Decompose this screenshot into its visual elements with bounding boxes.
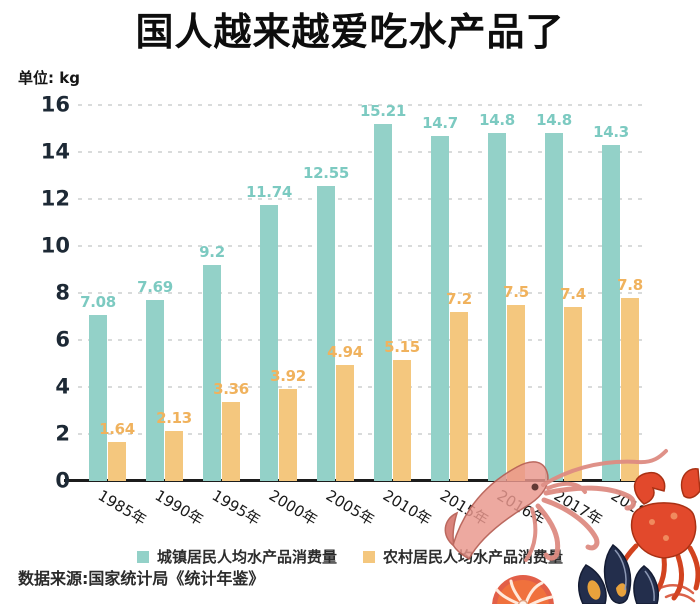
bar-urban-1995年 <box>203 264 221 481</box>
garnish-swirl-icon <box>658 584 696 603</box>
bar-urban-1990年 <box>146 300 164 481</box>
bar-rural-2017年 <box>564 307 582 481</box>
value-label-rural-2005年: 4.94 <box>327 342 363 361</box>
value-label-rural-2018年: 7.8 <box>617 275 643 294</box>
value-label-urban-1985年: 7.08 <box>80 292 116 311</box>
gridline-16 <box>78 104 648 106</box>
bar-rural-2018年 <box>621 297 639 481</box>
y-axis-tick-16: 16 <box>40 92 70 117</box>
unit-label: 单位: kg <box>18 69 80 87</box>
y-axis-tick-2: 2 <box>55 421 70 446</box>
squid-icon <box>444 449 668 562</box>
value-label-urban-1995年: 9.2 <box>199 242 225 261</box>
bar-rural-1990年 <box>165 430 183 481</box>
x-axis-line <box>64 479 652 482</box>
y-axis-tick-10: 10 <box>40 233 70 258</box>
gridline-2 <box>78 433 648 435</box>
value-label-urban-2015年: 14.7 <box>422 113 458 132</box>
gridline-6 <box>78 339 648 341</box>
x-axis-label-1995年: 1995年 <box>208 486 264 530</box>
gridline-12 <box>78 198 648 200</box>
y-axis-tick-14: 14 <box>40 139 70 164</box>
y-axis-tick-8: 8 <box>55 280 70 305</box>
x-axis-label-2005年: 2005年 <box>322 486 378 530</box>
bar-rural-1985年 <box>108 442 126 481</box>
x-axis-label-1985年: 1985年 <box>94 486 150 530</box>
value-label-rural-1990年: 2.13 <box>156 408 192 427</box>
bar-rural-2015年 <box>450 311 468 481</box>
bar-rural-1995年 <box>222 402 240 481</box>
bar-urban-1985年 <box>89 314 107 481</box>
urban-legend-label: 城镇居民人均水产品消费量 <box>156 548 337 566</box>
bar-urban-2010年 <box>374 123 392 481</box>
data-source: 数据来源:国家统计局《统计年鉴》 <box>18 569 265 588</box>
x-axis-label-2010年: 2010年 <box>379 486 435 530</box>
value-label-rural-1995年: 3.36 <box>213 380 249 399</box>
gridline-4 <box>78 386 648 388</box>
legend-item-rural: 农村居民人均水产品消费量 <box>363 546 563 567</box>
value-label-rural-2000年: 3.92 <box>270 366 306 385</box>
x-axis-label-2000年: 2000年 <box>265 486 321 530</box>
urban-legend-swatch <box>136 550 149 563</box>
seafood-illustration <box>444 449 700 604</box>
bar-rural-2000年 <box>279 388 297 481</box>
value-label-urban-2010年: 15.21 <box>360 101 406 120</box>
bar-rural-2005年 <box>336 364 354 481</box>
bar-urban-2015年 <box>431 135 449 481</box>
value-label-rural-2016年: 7.5 <box>503 282 529 301</box>
value-label-urban-2000年: 11.74 <box>246 183 292 202</box>
salmon-slice-icon <box>492 575 554 604</box>
mussels-icon <box>578 543 659 604</box>
gridline-14 <box>78 151 648 153</box>
bar-urban-2017年 <box>545 133 563 481</box>
value-label-urban-2017年: 14.8 <box>536 111 572 130</box>
y-axis-tick-12: 12 <box>40 186 70 211</box>
crab-icon <box>615 468 700 602</box>
value-label-rural-2017年: 7.4 <box>560 285 586 304</box>
legend: 城镇居民人均水产品消费量 农村居民人均水产品消费量 <box>0 546 700 567</box>
bar-urban-2016年 <box>488 133 506 481</box>
bar-urban-2000年 <box>260 205 278 481</box>
legend-item-urban: 城镇居民人均水产品消费量 <box>136 546 337 567</box>
value-label-urban-1990年: 7.69 <box>137 278 173 297</box>
bar-chart-plot: 0 2 4 6 8 10 12 14 16 7.08 1.64 1985年 7.69 2.13 1990年 9… <box>41 94 663 529</box>
bar-rural-2010年 <box>393 359 411 481</box>
gridline-8 <box>78 292 648 294</box>
page-title: 国人越来越爱吃水产品了 <box>135 10 565 54</box>
value-label-rural-2015年: 7.2 <box>446 289 472 308</box>
bar-urban-2005年 <box>317 186 335 481</box>
value-label-urban-2005年: 12.55 <box>303 164 349 183</box>
y-axis-tick-4: 4 <box>55 374 70 399</box>
bar-urban-2018年 <box>602 144 620 481</box>
value-label-rural-2010年: 5.15 <box>384 337 420 356</box>
y-axis-tick-0: 0 <box>55 468 70 493</box>
value-label-urban-2016年: 14.8 <box>479 111 515 130</box>
gridline-10 <box>78 245 648 247</box>
bar-rural-2016年 <box>507 304 525 481</box>
y-axis-tick-6: 6 <box>55 327 70 352</box>
value-label-rural-1985年: 1.64 <box>99 420 135 439</box>
rural-legend-label: 农村居民人均水产品消费量 <box>383 548 564 566</box>
rural-legend-swatch <box>363 550 375 563</box>
x-axis-label-1990年: 1990年 <box>151 486 207 530</box>
value-label-urban-2018年: 14.3 <box>593 122 629 141</box>
